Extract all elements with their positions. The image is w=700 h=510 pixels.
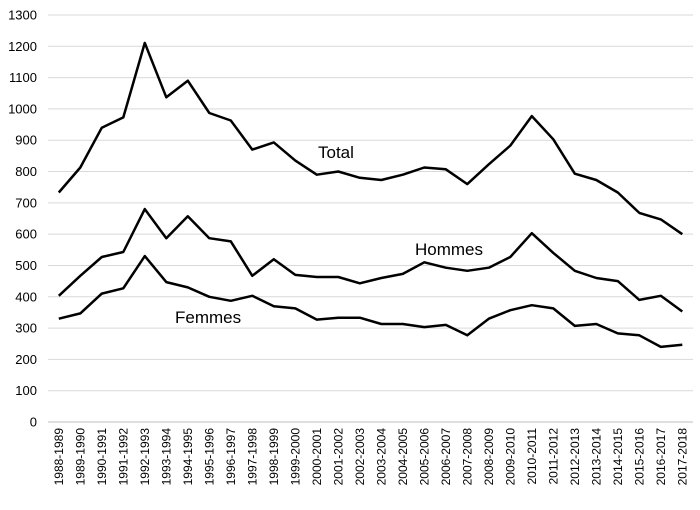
x-tick-label: 1992-1993 (138, 428, 152, 486)
y-tick-label: 300 (15, 321, 37, 336)
y-tick-label: 0 (30, 415, 37, 430)
y-tick-label: 900 (15, 133, 37, 148)
y-tick-label: 1200 (8, 39, 37, 54)
y-tick-label: 100 (15, 383, 37, 398)
x-tick-label: 2005-2006 (417, 428, 431, 486)
x-tick-label: 2017-2018 (675, 428, 689, 486)
x-tick-label: 1993-1994 (159, 428, 173, 486)
x-tick-label: 2015-2016 (632, 428, 646, 486)
y-tick-label: 400 (15, 289, 37, 304)
x-tick-label: 1995-1996 (202, 428, 216, 486)
series-line-femmes (58, 254, 683, 349)
x-tick-label: 2007-2008 (460, 428, 474, 486)
x-tick-label: 1999-2000 (288, 428, 302, 486)
x-tick-label: 1989-1990 (73, 428, 87, 486)
y-tick-label: 200 (15, 352, 37, 367)
x-tick-label: 2008-2009 (482, 428, 496, 486)
y-tick-label: 1000 (8, 101, 37, 116)
series-labels: Total Hommes Femmes (175, 143, 483, 327)
series-label-total: Total (318, 143, 354, 162)
x-tick-label: 1990-1991 (95, 428, 109, 486)
x-tick-label: 2014-2015 (611, 428, 625, 486)
x-tick-label: 2006-2007 (439, 428, 453, 486)
y-tick-label: 500 (15, 258, 37, 273)
x-tick-label: 1994-1995 (181, 428, 195, 486)
x-tick-label: 1991-1992 (116, 428, 130, 486)
x-tick-label: 2012-2013 (568, 428, 582, 486)
y-tick-label: 1100 (9, 70, 37, 85)
x-tick-label: 2003-2004 (374, 428, 388, 486)
x-tick-label: 2013-2014 (589, 428, 603, 486)
x-tick-label: 2009-2010 (503, 428, 517, 486)
x-tick-label: 1996-1997 (224, 428, 238, 486)
x-tick-label: 2001-2002 (331, 428, 345, 486)
x-tick-label: 2016-2017 (654, 428, 668, 486)
x-tick-label: 2011-2012 (546, 428, 560, 485)
series-label-hommes: Hommes (415, 240, 483, 259)
x-tick-label: 2002-2003 (353, 428, 367, 486)
y-tick-label: 600 (15, 227, 37, 242)
y-tick-label: 1300 (8, 8, 37, 23)
series-lines (57, 41, 684, 349)
y-tick-label: 700 (15, 195, 37, 210)
y-tick-label: 800 (15, 164, 37, 179)
x-tick-label: 1988-1989 (52, 428, 66, 486)
gridlines (48, 14, 693, 392)
series-label-femmes: Femmes (175, 308, 241, 327)
x-tick-label: 2004-2005 (396, 428, 410, 486)
x-tick-label: 1997-1998 (245, 428, 259, 486)
y-axis-ticks: 0 100 200 300 400 500 600 700 800 900 1000 1100 1200… (8, 8, 37, 430)
x-axis-ticks: 1988-1989 1989-1990 1990-1991 1991-1992 1992… (52, 428, 690, 486)
x-tick-label: 2010-2011 (525, 428, 539, 485)
series-line-hommes (57, 207, 684, 313)
x-tick-label: 1998-1999 (267, 428, 281, 486)
x-tick-label: 2000-2001 (310, 428, 324, 486)
series-line-total (57, 41, 684, 236)
